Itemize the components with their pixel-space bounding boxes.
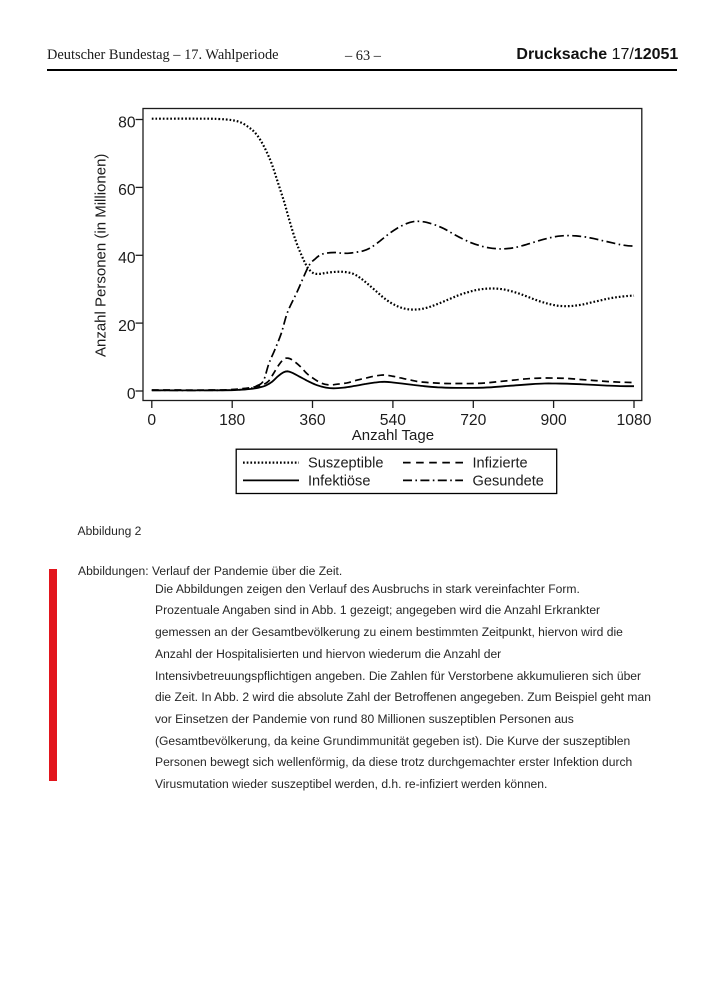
svg-text:540: 540 [380,412,406,429]
svg-text:0: 0 [127,386,136,403]
svg-text:Infektiöse: Infektiöse [308,474,370,490]
svg-text:720: 720 [460,412,486,429]
svg-text:900: 900 [541,412,567,429]
svg-text:20: 20 [118,318,136,335]
svg-text:60: 60 [118,182,136,199]
svg-text:Infizierte: Infizierte [473,456,528,472]
svg-text:Suszeptible: Suszeptible [308,456,383,472]
svg-text:180: 180 [219,412,245,429]
svg-text:0: 0 [147,412,156,429]
svg-text:Anzahl Personen (in Millionen): Anzahl Personen (in Millionen) [93,154,110,357]
svg-text:40: 40 [118,250,136,267]
svg-text:Gesundete: Gesundete [473,474,544,490]
svg-text:1080: 1080 [617,412,652,429]
svg-text:80: 80 [118,114,136,131]
svg-text:360: 360 [299,412,325,429]
svg-text:Anzahl Tage: Anzahl Tage [352,427,434,444]
